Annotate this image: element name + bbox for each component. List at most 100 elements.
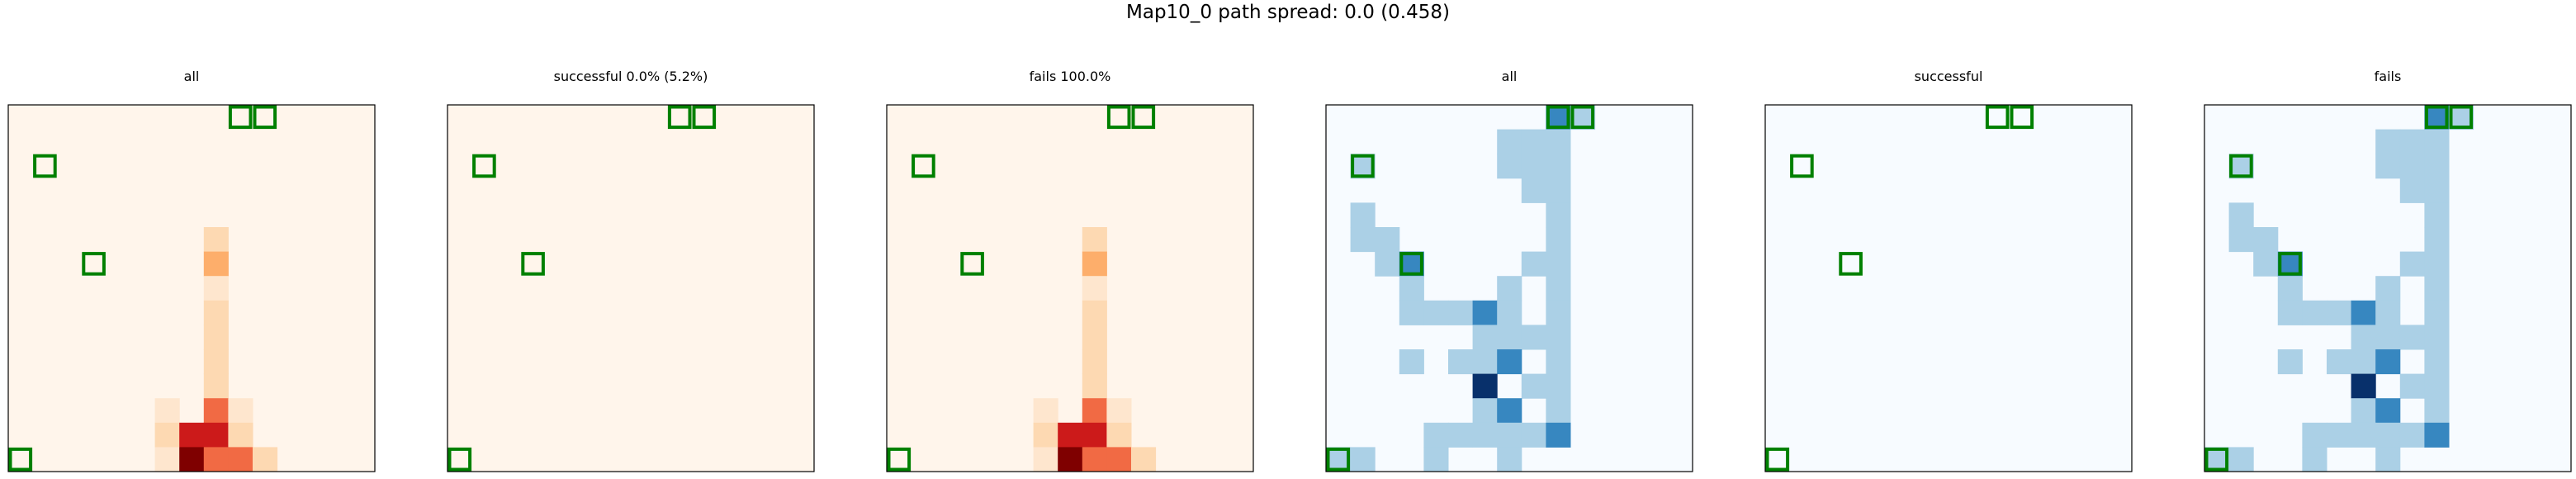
heatmap-panel-2: successful 0.0% (5.2%): [447, 69, 815, 472]
heatmap-cell: [2399, 129, 2425, 154]
heatmap-cell: [2424, 373, 2450, 399]
goal-marker: [1106, 105, 1131, 130]
heatmap-cell: [2277, 300, 2303, 325]
heatmap-cell: [1497, 447, 1522, 472]
heatmap-cell: [1423, 422, 1449, 448]
heatmap-cell: [1082, 251, 1107, 277]
figure-title: Map10_0 path spread: 0.0 (0.458): [1126, 2, 1450, 23]
heatmap-cell: [2399, 154, 2425, 179]
goal-marker: [1570, 105, 1595, 130]
panel-title: successful: [1915, 69, 1983, 84]
heatmap-panel-5: successful: [1764, 69, 2133, 472]
heatmap-cell: [1521, 154, 1546, 179]
heatmap-cell: [1546, 325, 1571, 350]
heatmap-cell: [1350, 227, 1376, 253]
heatmap-cell: [1472, 349, 1498, 375]
heatmap-cell: [1082, 349, 1107, 375]
heatmap-cell: [1448, 422, 1474, 448]
heatmap-cell: [1082, 276, 1107, 301]
heatmap-cell: [203, 276, 229, 301]
heatmap-cell: [1082, 447, 1107, 472]
heatmap-panel-4: all: [1325, 69, 1693, 472]
heatmap-cell: [1350, 202, 1376, 228]
heatmap-cell: [154, 422, 180, 448]
heatmap-cell: [1521, 178, 1546, 203]
goal-marker: [1326, 447, 1351, 472]
heatmap-cell: [1497, 349, 1522, 375]
heatmap-cell: [2424, 422, 2450, 448]
heatmap-cell: [2327, 422, 2352, 448]
heatmap-cell: [154, 447, 180, 472]
heatmap-cell: [1033, 447, 1058, 472]
heatmap-cell: [1058, 447, 1083, 472]
goal-marker: [521, 252, 545, 276]
heatmap-cell: [2204, 447, 2230, 472]
heatmap-cell: [2351, 300, 2376, 325]
heatmap-cell: [2351, 373, 2376, 399]
panel-title: all: [184, 69, 200, 84]
heatmap-cell: [1082, 300, 1107, 325]
heatmap-cell: [1497, 154, 1522, 179]
heatmap-cell: [1399, 300, 1424, 325]
heatmap-cell: [1546, 129, 1571, 154]
goal-marker: [1839, 252, 1863, 276]
heatmap-cell: [2327, 300, 2352, 325]
heatmap-cell: [203, 447, 229, 472]
heatmap-cell: [1497, 276, 1522, 301]
heatmap-cell: [2424, 325, 2450, 350]
heatmap-cell: [1082, 373, 1107, 399]
heatmap-cell: [203, 251, 229, 277]
axes-frame: [447, 104, 815, 472]
heatmap-cell: [2375, 154, 2401, 179]
goal-marker: [2449, 105, 2474, 130]
heatmap-cell: [203, 325, 229, 350]
heatmap-cell: [1546, 178, 1571, 203]
heatmap-cell: [203, 349, 229, 375]
panel-title: fails 100.0%: [1030, 69, 1111, 84]
heatmap-cell: [2399, 178, 2425, 203]
heatmap-cell: [1472, 398, 1498, 424]
heatmap-cell: [2424, 129, 2450, 154]
axes-frame: [1325, 104, 1693, 472]
goal-marker: [228, 105, 253, 130]
heatmap-panel-3: fails 100.0%: [886, 69, 1254, 472]
heatmap-cell: [1546, 422, 1571, 448]
heatmap-cell: [1546, 373, 1571, 399]
goal-marker: [2278, 252, 2302, 276]
heatmap-cell: [1448, 300, 1474, 325]
heatmap-cell: [228, 422, 253, 448]
heatmap-cell: [2277, 251, 2303, 277]
heatmap-cell: [2449, 105, 2474, 130]
heatmap-cell: [1472, 422, 1498, 448]
goal-marker: [82, 252, 106, 276]
goal-marker: [8, 447, 33, 472]
axes-frame: [1764, 104, 2133, 472]
heatmap-cell: [1472, 325, 1498, 350]
heatmap-cell: [2351, 398, 2376, 424]
heatmap-cell: [1546, 227, 1571, 253]
heatmap-cell: [1497, 422, 1522, 448]
goal-marker: [887, 447, 912, 472]
heatmap-cell: [1082, 422, 1107, 448]
goal-marker: [1765, 447, 1790, 472]
heatmap-cell: [2424, 349, 2450, 375]
goal-marker: [1399, 252, 1423, 276]
heatmap-cell: [2302, 422, 2327, 448]
goal-marker: [2229, 154, 2253, 178]
heatmap-cell: [1399, 349, 1424, 375]
goal-marker: [472, 154, 496, 178]
heatmap-cell: [1546, 251, 1571, 277]
heatmap-cell: [1082, 398, 1107, 424]
heatmap-cell: [1497, 300, 1522, 325]
heatmap-background: [887, 105, 1253, 472]
heatmap-panel-1: all: [7, 69, 376, 472]
heatmap-cell: [2424, 300, 2450, 325]
heatmap-cell: [1521, 422, 1546, 448]
heatmap-cell: [1497, 325, 1522, 350]
heatmap-cell: [1131, 447, 1157, 472]
heatmap-cell: [1058, 422, 1083, 448]
goal-marker: [1351, 154, 1375, 178]
heatmap-cell: [1570, 105, 1596, 130]
heatmap-cell: [2351, 422, 2376, 448]
heatmap-cell: [203, 300, 229, 325]
